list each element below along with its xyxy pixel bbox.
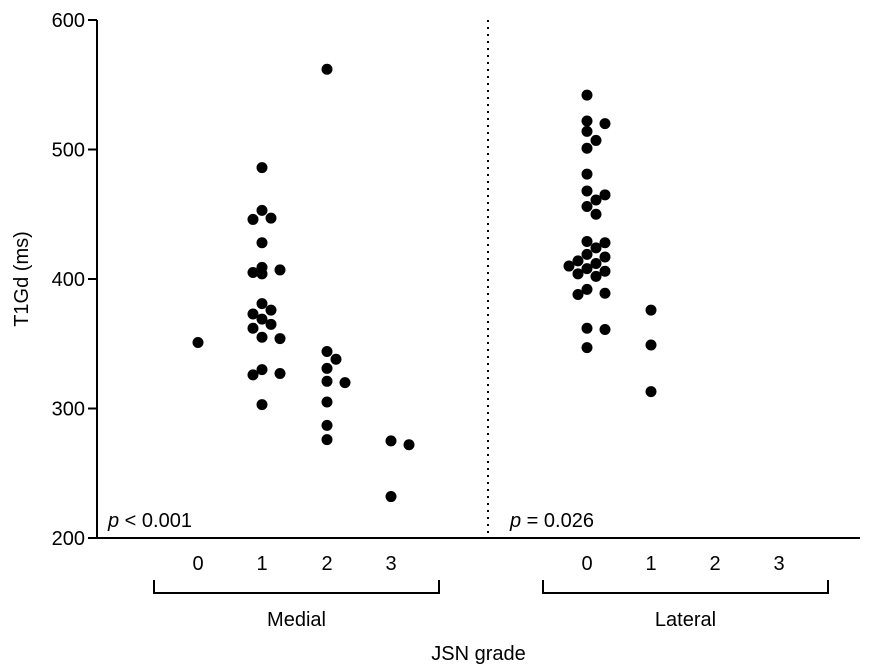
- data-point: [581, 125, 593, 137]
- data-point: [265, 304, 277, 316]
- data-point: [274, 333, 286, 345]
- data-point: [572, 289, 584, 301]
- data-point: [385, 491, 397, 503]
- data-point: [645, 386, 657, 398]
- data-point: [581, 263, 593, 275]
- data-point: [590, 208, 602, 220]
- data-point: [572, 268, 584, 280]
- data-point: [563, 260, 575, 272]
- group-label: Medial: [267, 609, 326, 631]
- data-point: [256, 162, 268, 174]
- data-point: [599, 189, 611, 201]
- data-point: [581, 185, 593, 197]
- data-point: [581, 342, 593, 354]
- data-point: [599, 265, 611, 277]
- data-point: [599, 118, 611, 130]
- data-point: [256, 331, 268, 343]
- p-value-annotation: p < 0.001: [107, 510, 192, 532]
- data-point: [599, 287, 611, 299]
- y-tick-label: 200: [52, 528, 85, 550]
- data-point: [256, 399, 268, 411]
- data-point: [321, 346, 333, 358]
- p-value: < 0.001: [119, 510, 192, 532]
- group-bracket: [542, 580, 829, 594]
- data-point: [321, 419, 333, 431]
- data-point: [321, 63, 333, 75]
- data-point: [256, 268, 268, 280]
- data-point: [645, 304, 657, 316]
- group-label: Lateral: [655, 609, 716, 631]
- labels: 200 300 400 500 600 T1Gd (ms) 0 1 2 3 Medial p < 0.…: [11, 10, 785, 665]
- data-point: [581, 283, 593, 295]
- data-point: [385, 435, 397, 447]
- p-symbol: p: [107, 510, 119, 532]
- data-point: [590, 242, 602, 254]
- data-point: [256, 364, 268, 376]
- data-point: [247, 369, 259, 381]
- data-point: [256, 313, 268, 325]
- data-point: [645, 339, 657, 351]
- data-point: [599, 237, 611, 249]
- p-value: = 0.026: [521, 510, 594, 532]
- data-point: [256, 298, 268, 310]
- data-point: [274, 264, 286, 276]
- data-point: [599, 251, 611, 263]
- axes: [88, 19, 860, 594]
- x-tick-label: 0: [192, 553, 203, 575]
- data-point: [581, 168, 593, 180]
- data-point: [599, 324, 611, 336]
- data-point: [339, 377, 351, 389]
- x-tick-label: 0: [581, 553, 592, 575]
- p-symbol: p: [509, 510, 521, 532]
- y-tick-label: 500: [52, 140, 85, 162]
- data-point: [581, 200, 593, 212]
- data-point: [590, 270, 602, 282]
- data-point: [247, 213, 259, 225]
- y-tick-label: 300: [52, 399, 85, 421]
- x-tick-label: 2: [709, 553, 720, 575]
- x-tick-label: 3: [385, 553, 396, 575]
- data-points: [192, 63, 657, 503]
- data-point: [247, 322, 259, 334]
- data-point: [581, 322, 593, 334]
- data-point: [247, 308, 259, 320]
- x-tick-label: 2: [321, 553, 332, 575]
- data-point: [581, 89, 593, 101]
- data-point: [247, 267, 259, 279]
- y-tick-label: 600: [52, 10, 85, 32]
- data-point: [581, 235, 593, 247]
- group-bracket: [153, 580, 440, 594]
- data-point: [321, 434, 333, 446]
- data-point: [581, 142, 593, 154]
- data-point: [590, 194, 602, 206]
- data-point: [256, 204, 268, 216]
- data-point: [192, 336, 204, 348]
- data-point: [581, 115, 593, 127]
- y-tick-label: 400: [52, 269, 85, 291]
- data-point: [321, 375, 333, 387]
- data-point: [265, 212, 277, 224]
- data-point: [590, 134, 602, 146]
- x-tick-label: 1: [256, 553, 267, 575]
- x-axis-title: JSN grade: [431, 643, 526, 665]
- y-axis-title: T1Gd (ms): [11, 231, 33, 327]
- p-value-annotation: p = 0.026: [509, 510, 594, 532]
- data-point: [572, 255, 584, 267]
- x-tick-label: 1: [645, 553, 656, 575]
- data-point: [330, 353, 342, 365]
- data-point: [321, 362, 333, 374]
- data-point: [256, 237, 268, 249]
- data-point: [321, 396, 333, 408]
- x-tick-label: 3: [773, 553, 784, 575]
- data-point: [265, 318, 277, 330]
- data-point: [581, 248, 593, 260]
- data-point: [403, 439, 415, 451]
- data-point: [274, 368, 286, 380]
- data-point: [590, 257, 602, 269]
